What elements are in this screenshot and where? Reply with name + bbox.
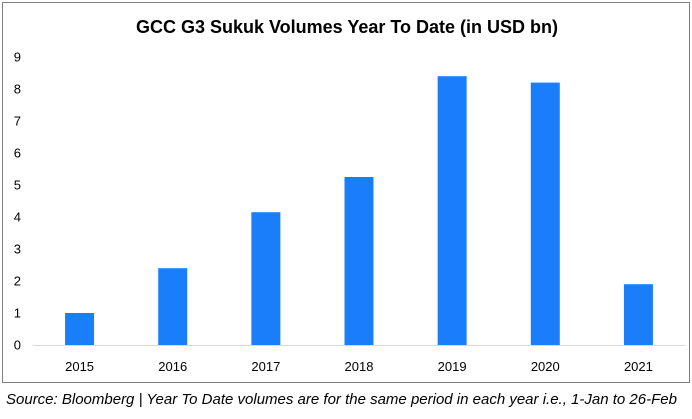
y-tick-label: 2 [14, 274, 21, 289]
y-axis-labels: 0 1 2 3 4 5 6 7 8 9 [14, 50, 21, 353]
bar-2020 [530, 82, 560, 345]
source-note: Source: Bloomberg | Year To Date volumes… [6, 391, 677, 408]
bar-2018 [344, 177, 374, 345]
bar-2017 [251, 212, 281, 345]
chart-frame: GCC G3 Sukuk Volumes Year To Date (in US… [2, 2, 690, 383]
bar-chart: 0 1 2 3 4 5 6 7 8 9 2015 2016 2017 2018 2019 2020 2021 [14, 50, 685, 374]
bar-2021 [623, 284, 653, 345]
x-tick-label: 2020 [531, 359, 560, 374]
y-tick-label: 3 [14, 242, 21, 257]
x-axis-labels: 2015 2016 2017 2018 2019 2020 2021 [65, 359, 653, 374]
chart-title: GCC G3 Sukuk Volumes Year To Date (in US… [135, 17, 559, 37]
x-tick-label: 2016 [158, 359, 187, 374]
bar-2015 [65, 313, 95, 345]
bar-2016 [158, 268, 188, 345]
x-tick-label: 2015 [65, 359, 94, 374]
y-tick-label: 1 [14, 306, 21, 321]
bar-2019 [437, 76, 467, 345]
x-tick-label: 2021 [624, 359, 653, 374]
y-tick-label: 9 [14, 50, 21, 65]
y-tick-label: 8 [14, 82, 21, 97]
bars [65, 76, 653, 345]
y-tick-label: 0 [14, 338, 21, 353]
x-tick-label: 2019 [438, 359, 467, 374]
y-tick-label: 5 [14, 178, 21, 193]
y-tick-label: 7 [14, 114, 21, 129]
x-tick-label: 2017 [251, 359, 280, 374]
y-tick-label: 6 [14, 146, 21, 161]
y-tick-label: 4 [14, 210, 21, 225]
x-tick-label: 2018 [345, 359, 374, 374]
